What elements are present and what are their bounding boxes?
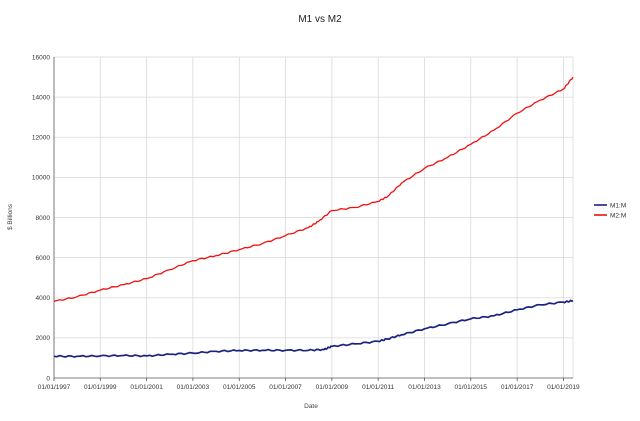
x-tick-label: 01/01/2001	[130, 384, 163, 391]
y-tick-label: 10000	[32, 175, 50, 182]
chart-title: M1 vs M2	[298, 14, 342, 25]
x-axis-label: Date	[304, 403, 318, 410]
y-tick-label: 4000	[36, 295, 51, 302]
y-tick-label: 12000	[32, 135, 50, 142]
series-line-m2	[53, 76, 574, 303]
x-axis-ticks: 01/01/1997 01/01/1999 01/01/2001 01/01/2003…	[38, 384, 580, 391]
y-tick-label: 8000	[36, 215, 51, 222]
y-axis-label: $ Billions	[7, 203, 14, 230]
legend: M1:M M2:M	[594, 202, 626, 219]
y-tick-label: 16000	[32, 54, 50, 61]
y-tick-label: 0	[46, 375, 50, 382]
legend-label: M1:M	[610, 202, 626, 209]
grid	[54, 56, 574, 378]
x-tick-label: 01/01/2019	[547, 384, 580, 391]
x-tick-label: 01/01/1997	[38, 384, 71, 391]
x-tick-label: 01/01/2015	[455, 384, 488, 391]
y-tick-label: 14000	[32, 94, 50, 101]
x-tick-label: 01/01/2007	[269, 384, 302, 391]
x-tick-label: 01/01/2013	[408, 384, 441, 391]
series-lines	[53, 76, 574, 358]
x-tick-label: 01/01/1999	[84, 384, 117, 391]
axes	[53, 57, 573, 381]
legend-label: M2:M	[610, 212, 626, 219]
x-tick-label: 01/01/2017	[501, 384, 534, 391]
y-axis-ticks: 0 2000 4000 6000 8000 10000 12000 14000 16000	[32, 54, 50, 382]
x-tick-label: 01/01/2003	[177, 384, 210, 391]
x-tick-label: 01/01/2009	[316, 384, 349, 391]
x-tick-label: 01/01/2005	[223, 384, 256, 391]
y-tick-label: 6000	[36, 255, 51, 262]
x-tick-label: 01/01/2011	[362, 384, 394, 391]
y-tick-label: 2000	[36, 335, 51, 342]
series-line-m1	[53, 299, 574, 358]
